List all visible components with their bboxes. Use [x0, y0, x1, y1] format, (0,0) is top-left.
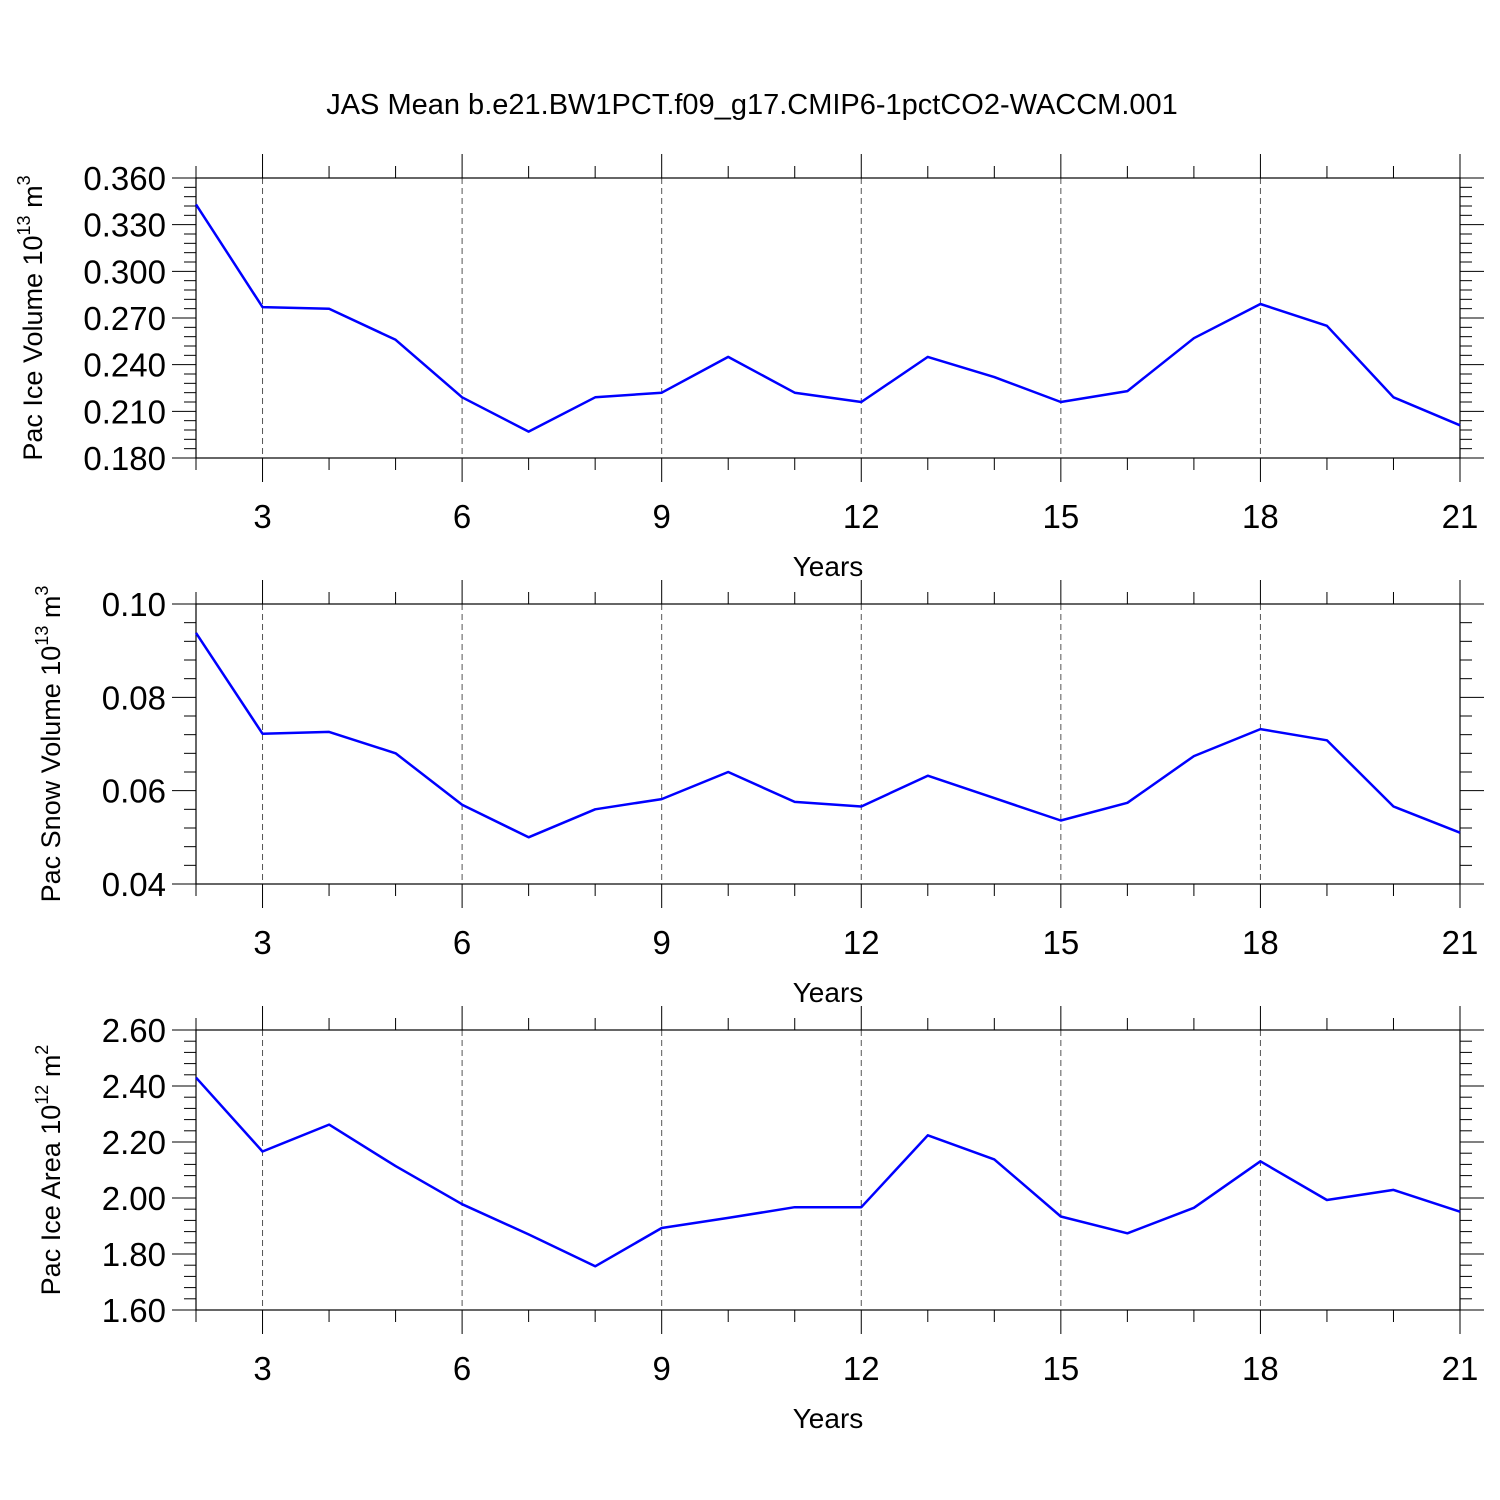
y-axis-label: Pac Ice Volume 1013 m3 — [14, 175, 48, 460]
x-tick-label: 9 — [653, 1350, 671, 1387]
x-tick-label: 3 — [253, 1350, 271, 1387]
y-tick-label: 0.360 — [83, 160, 166, 197]
x-tick-label: 6 — [453, 924, 471, 961]
x-tick-label: 21 — [1442, 1350, 1479, 1387]
x-tick-label: 3 — [253, 924, 271, 961]
x-tick-label: 18 — [1242, 1350, 1279, 1387]
plot-frame — [195, 603, 1461, 885]
y-tick-label: 0.06 — [102, 773, 166, 810]
y-tick-label: 1.80 — [102, 1236, 166, 1273]
y-axis-label: Pac Snow Volume 1013 m3 — [32, 586, 66, 903]
panel-3: 1.60 1.80 2.00 2.20 2.40 2.60 3 6 9 12 15 18 21 Years… — [32, 1006, 1484, 1434]
panel-1: 0.180 0.210 0.240 0.270 0.300 0.330 0.360 3 6 9 12… — [14, 154, 1484, 582]
x-tick-label: 12 — [843, 1350, 880, 1387]
x-axis-label: Years — [793, 1403, 864, 1434]
x-tick-label: 9 — [653, 498, 671, 535]
y-tick-label: 1.60 — [102, 1292, 166, 1329]
y-tick-label: 0.240 — [83, 347, 166, 384]
x-tick-label: 3 — [253, 498, 271, 535]
y-tick-label: 0.210 — [83, 393, 166, 430]
y-tick-label: 0.270 — [83, 300, 166, 337]
y-tick-label: 0.330 — [83, 207, 166, 244]
x-tick-label: 6 — [453, 1350, 471, 1387]
series-line — [194, 632, 1461, 839]
y-tick-label: 2.60 — [102, 1012, 166, 1049]
x-axis-label: Years — [793, 551, 864, 582]
x-axis-label: Years — [793, 977, 864, 1008]
plot-frame — [195, 1029, 1461, 1311]
y-axis-label: Pac Ice Area 1012 m2 — [32, 1045, 66, 1296]
y-tick-label: 2.00 — [102, 1180, 166, 1217]
y-tick-label: 2.40 — [102, 1068, 166, 1105]
series-line — [195, 1076, 1461, 1268]
x-tick-label: 6 — [453, 498, 471, 535]
y-tick-label: 0.180 — [83, 440, 166, 477]
y-tick-label: 2.20 — [102, 1124, 166, 1161]
y-tick-label: 0.04 — [102, 866, 166, 903]
x-tick-label: 15 — [1042, 1350, 1079, 1387]
plot-frame — [195, 177, 1461, 459]
x-tick-label: 18 — [1242, 924, 1279, 961]
x-tick-label: 15 — [1042, 498, 1079, 535]
chart-title: JAS Mean b.e21.BW1PCT.f09_g17.CMIP6-1pct… — [326, 89, 1178, 121]
x-tick-label: 12 — [843, 498, 880, 535]
x-tick-label: 21 — [1442, 498, 1479, 535]
series-line — [194, 203, 1461, 433]
panel-2: 0.04 0.06 0.08 0.10 3 6 9 12 15 18 21 Years Pac Snow… — [32, 580, 1484, 1008]
x-tick-label: 9 — [653, 924, 671, 961]
y-tick-label: 0.08 — [102, 679, 166, 716]
x-tick-label: 15 — [1042, 924, 1079, 961]
y-tick-label: 0.300 — [83, 253, 166, 290]
x-tick-label: 18 — [1242, 498, 1279, 535]
y-tick-label: 0.10 — [102, 586, 166, 623]
x-tick-label: 21 — [1442, 924, 1479, 961]
x-tick-label: 12 — [843, 924, 880, 961]
